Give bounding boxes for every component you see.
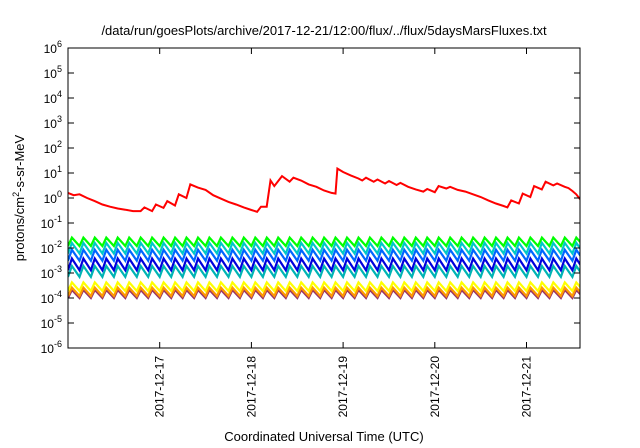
y-tick-label-base: 10 <box>44 167 58 181</box>
y-tick-label-base: 10 <box>41 342 55 356</box>
y-tick-label-base: 10 <box>41 242 55 256</box>
y-tick-label: 10-4 <box>41 289 62 306</box>
axis-layer: 10-610-510-410-310-210-11001011021031041… <box>41 39 580 417</box>
y-axis-label: protons/cm2-s-sr-MeV <box>11 134 27 261</box>
plot-frame <box>67 47 581 349</box>
x-tick-label: 2017-12-18 <box>244 356 258 418</box>
x-tick-label: 2017-12-17 <box>153 356 167 418</box>
series-line <box>68 255 580 273</box>
y-tick-label: 104 <box>44 89 62 106</box>
y-tick-label-base: 10 <box>44 92 58 106</box>
y-tick-label-exp: 5 <box>57 64 62 74</box>
x-tick-label: 2017-12-19 <box>336 356 350 418</box>
y-tick-label-exp: -1 <box>54 214 62 224</box>
y-tick-label: 103 <box>44 114 62 131</box>
y-tick-label: 102 <box>44 139 62 156</box>
y-tick-label-exp: -3 <box>54 264 62 274</box>
x-axis-label: Coordinated Universal Time (UTC) <box>224 429 423 444</box>
x-tick-label: 2017-12-20 <box>428 356 442 418</box>
series-line <box>68 240 580 256</box>
series-line <box>68 235 580 248</box>
series-line <box>68 280 580 294</box>
y-tick-label-base: 10 <box>41 317 55 331</box>
y-tick-label: 106 <box>44 39 62 56</box>
y-tick-label-exp: 0 <box>57 189 62 199</box>
y-tick-label-exp: -4 <box>54 289 62 299</box>
y-tick-label: 10-2 <box>41 239 62 256</box>
y-tick-label-base: 10 <box>44 142 58 156</box>
y-tick-label: 10-5 <box>41 314 62 331</box>
y-tick-label-exp: 2 <box>57 139 62 149</box>
y-tick-label-base: 10 <box>44 117 58 131</box>
y-tick-label-exp: 4 <box>57 89 62 99</box>
y-tick-label: 105 <box>44 64 62 81</box>
y-tick-label-exp: -5 <box>54 314 62 324</box>
series-line <box>68 247 580 264</box>
y-tick-label: 10-1 <box>41 214 62 231</box>
chart-title: /data/run/goesPlots/archive/2017-12-21/1… <box>101 23 547 38</box>
y-tick-label-exp: 6 <box>57 39 62 49</box>
y-tick-label-base: 10 <box>41 267 55 281</box>
y-tick-label: 10-3 <box>41 264 62 281</box>
y-tick-label-exp: 3 <box>57 114 62 124</box>
y-tick-label: 101 <box>44 164 62 181</box>
y-tick-label: 100 <box>44 189 62 206</box>
y-tick-label-exp: -2 <box>54 239 62 249</box>
y-tick-label-base: 10 <box>41 292 55 306</box>
series-line <box>68 263 580 280</box>
y-tick-label-base: 10 <box>41 217 55 231</box>
series-line <box>68 166 580 213</box>
y-tick-label-base: 10 <box>44 42 58 56</box>
y-tick-label-exp: 1 <box>57 164 62 174</box>
y-axis-label-rest: -s-sr-MeV <box>12 134 27 191</box>
y-tick-label-exp: -6 <box>54 339 62 349</box>
y-axis-label-sup: 2 <box>11 192 21 197</box>
series-line <box>68 285 580 298</box>
y-axis-label-base: protons/cm <box>12 197 27 261</box>
y-tick-label-base: 10 <box>44 192 58 206</box>
y-tick-label-base: 10 <box>44 67 58 81</box>
series-layer <box>68 166 580 300</box>
x-tick-label: 2017-12-21 <box>520 356 534 418</box>
y-tick-label: 10-6 <box>41 339 62 356</box>
